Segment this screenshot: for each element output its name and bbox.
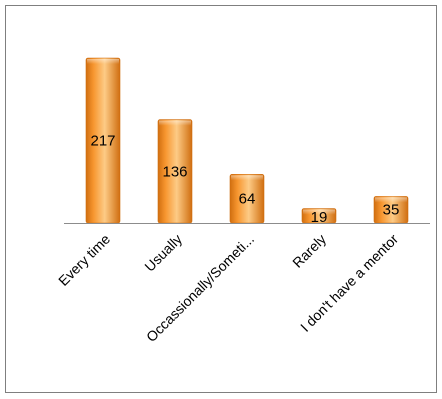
bar-highlight bbox=[159, 120, 191, 126]
category-label: Rarely bbox=[289, 231, 329, 271]
bars-layer bbox=[85, 57, 409, 224]
bar-highlight bbox=[375, 197, 407, 203]
bar-highlight bbox=[303, 209, 335, 215]
bar-highlight bbox=[87, 59, 119, 64]
data-label: 64 bbox=[239, 191, 256, 208]
data-label: 136 bbox=[162, 163, 187, 180]
category-label: Usually bbox=[141, 231, 185, 275]
data-label: 35 bbox=[383, 202, 400, 219]
bar-highlight bbox=[231, 175, 263, 181]
bar-0 bbox=[85, 57, 121, 224]
chart-frame: 217 Every time 136 Usually 64 Occassionally/S… bbox=[5, 5, 437, 393]
bar-2 bbox=[229, 174, 265, 224]
data-label: 217 bbox=[90, 133, 115, 150]
category-label: Every time bbox=[55, 231, 113, 289]
data-label: 19 bbox=[311, 209, 328, 226]
